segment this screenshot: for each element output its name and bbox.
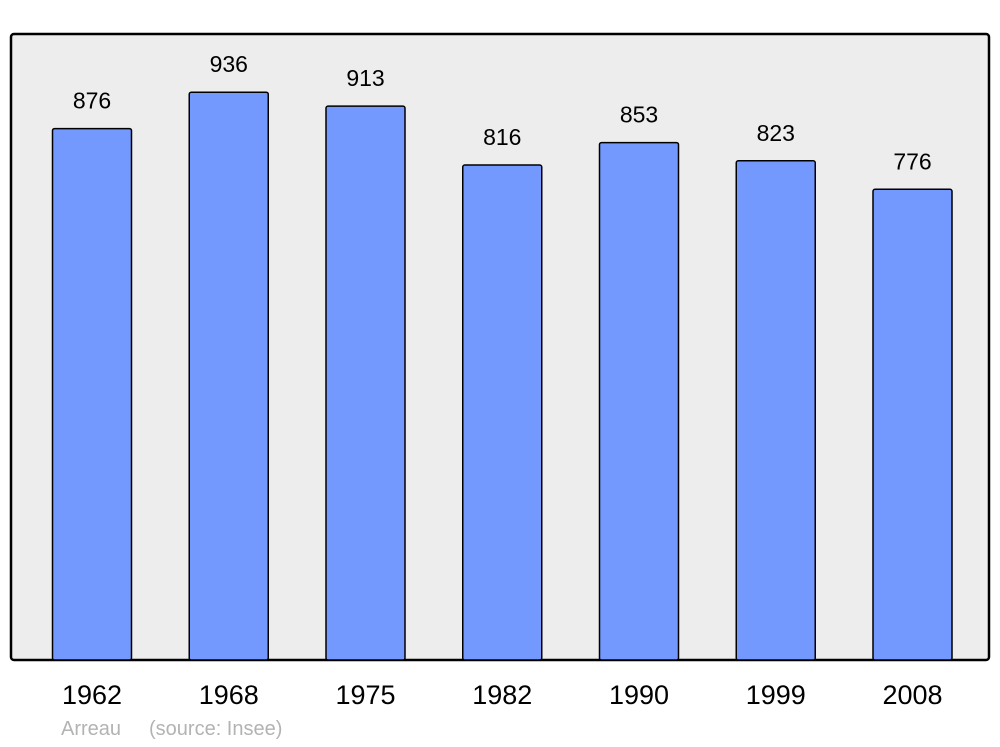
x-tick-label-2008: 2008 <box>882 680 942 710</box>
x-tick-label-1962: 1962 <box>62 680 122 710</box>
data-label-1982: 816 <box>483 124 521 150</box>
data-label-1975: 913 <box>346 65 384 91</box>
data-label-2008: 776 <box>893 148 931 174</box>
bar-1990 <box>598 141 680 661</box>
bar-1962 <box>51 127 133 661</box>
x-tick-label-1975: 1975 <box>335 680 395 710</box>
data-label-1962: 876 <box>73 88 111 114</box>
caption-source: (source: Insee) <box>149 718 283 740</box>
x-tick-label-1968: 1968 <box>199 680 259 710</box>
x-tick-label-1982: 1982 <box>472 680 532 710</box>
x-tick-label-1999: 1999 <box>746 680 806 710</box>
x-tick-label-1990: 1990 <box>609 680 669 710</box>
bar-1975 <box>325 105 406 661</box>
bar-1968 <box>188 91 269 661</box>
bar-2008 <box>872 188 953 661</box>
bar-1999 <box>735 160 816 661</box>
caption-place: Arreau <box>61 718 122 740</box>
data-label-1968: 936 <box>210 51 248 77</box>
data-label-1990: 853 <box>620 102 658 128</box>
bar-1982 <box>462 164 543 661</box>
data-label-1999: 823 <box>757 120 795 146</box>
